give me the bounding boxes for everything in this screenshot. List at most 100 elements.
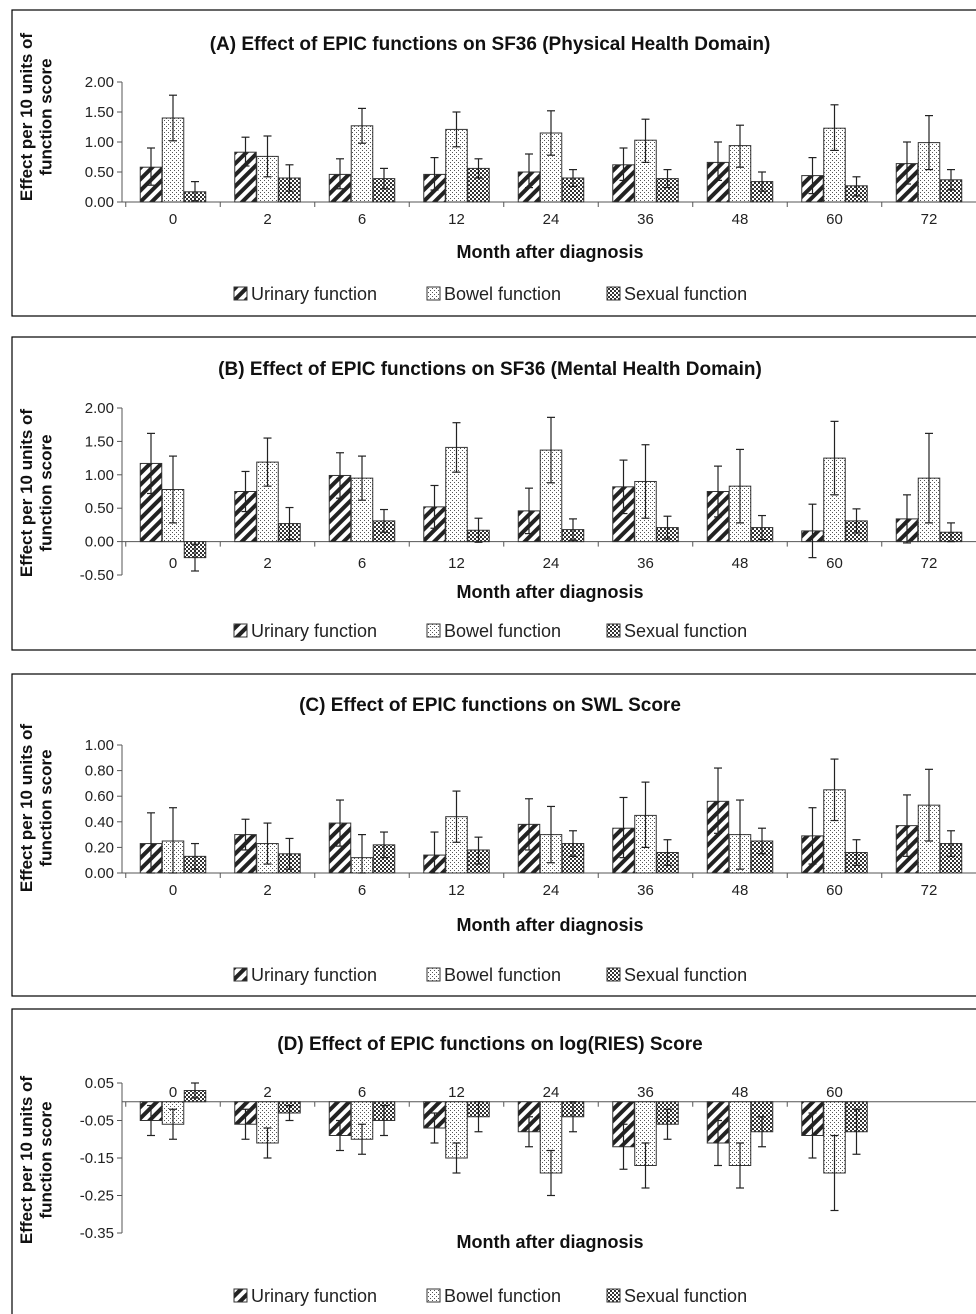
x-tick-label: 36 [637,211,654,228]
chart-panel: (C) Effect of EPIC functions on SWL Scor… [11,673,976,997]
x-tick-label: 12 [448,1084,465,1101]
x-tick-label: 2 [263,1084,271,1101]
chart-panel: (B) Effect of EPIC functions on SF36 (Me… [11,336,976,651]
legend-swatch-bowel [426,286,441,301]
chart-title: (C) Effect of EPIC functions on SWL Scor… [299,695,681,716]
y-tick-label: 0.50 [85,164,114,181]
y-tick-label: 1.50 [85,433,114,450]
y-axis-label: Effect per 10 units offunction score [17,724,56,892]
legend-swatch-bowel [426,967,441,982]
chart-panel: (D) Effect of EPIC functions on log(RIES… [11,1008,976,1314]
y-axis-label: Effect per 10 units offunction score [17,1076,56,1244]
x-tick-label: 0 [169,1084,177,1101]
legend-label-sexual: Sexual function [624,621,747,641]
panel-border [11,673,976,997]
x-tick-label: 12 [448,555,465,572]
legend-label-bowel: Bowel function [444,1286,561,1306]
y-tick-label: 0.00 [85,865,114,882]
y-tick-label: -0.50 [80,567,114,584]
x-tick-label: 36 [637,1084,654,1101]
chart-panels: (A) Effect of EPIC functions on SF36 (Ph… [11,9,976,1314]
y-tick-label: 0.00 [85,534,114,551]
y-tick-label: 1.00 [85,737,114,754]
x-tick-label: 60 [826,211,843,228]
y-tick-label: 1.00 [85,134,114,151]
legend-label-bowel: Bowel function [444,965,561,985]
y-tick-label: 0.20 [85,839,114,856]
legend-label-urinary: Urinary function [251,1286,377,1306]
x-tick-label: 24 [543,882,560,899]
legend-swatch-sexual [606,1288,621,1303]
y-tick-label: -0.05 [80,1113,114,1130]
y-tick-label: 1.00 [85,467,114,484]
x-tick-label: 24 [543,211,560,228]
x-tick-label: 6 [358,555,366,572]
y-tick-label: -0.25 [80,1188,114,1205]
chart-panel: (A) Effect of EPIC functions on SF36 (Ph… [11,9,976,317]
legend-swatch-urinary [233,967,248,982]
legend-label-urinary: Urinary function [251,284,377,304]
legend-swatch-urinary [233,623,248,638]
y-tick-label: 2.00 [85,400,114,417]
x-tick-label: 6 [358,1084,366,1101]
x-tick-label: 12 [448,211,465,228]
x-tick-label: 0 [169,211,177,228]
legend-swatch-sexual [606,623,621,638]
legend-swatch-urinary [233,1288,248,1303]
panel-border [11,1008,976,1314]
legend-swatch-bowel [426,623,441,638]
x-tick-label: 36 [637,555,654,572]
x-tick-label: 48 [732,555,749,572]
y-tick-label: 0.05 [85,1075,114,1092]
x-tick-label: 24 [543,555,560,572]
chart-title: (B) Effect of EPIC functions on SF36 (Me… [218,359,762,380]
x-tick-label: 0 [169,555,177,572]
x-tick-label: 72 [921,555,938,572]
legend-swatch-sexual [606,967,621,982]
x-tick-label: 6 [358,882,366,899]
x-axis-label: Month after diagnosis [456,915,643,935]
x-axis-label: Month after diagnosis [456,242,643,262]
x-tick-label: 2 [263,882,271,899]
legend-label-sexual: Sexual function [624,1286,747,1306]
legend-label-urinary: Urinary function [251,965,377,985]
legend-label-bowel: Bowel function [444,621,561,641]
x-tick-label: 60 [826,555,843,572]
chart-title: (D) Effect of EPIC functions on log(RIES… [277,1034,702,1055]
legend-swatch-sexual [606,286,621,301]
legend-label-urinary: Urinary function [251,621,377,641]
x-tick-label: 2 [263,555,271,572]
y-tick-label: 0.00 [85,194,114,211]
x-tick-label: 60 [826,1084,843,1101]
y-tick-label: 1.50 [85,104,114,121]
y-tick-label: -0.15 [80,1150,114,1167]
legend-swatch-urinary [233,286,248,301]
x-tick-label: 72 [921,211,938,228]
x-tick-label: 24 [543,1084,560,1101]
y-axis-label: Effect per 10 units offunction score [17,409,56,577]
y-tick-label: 2.00 [85,74,114,91]
legend-label-sexual: Sexual function [624,965,747,985]
x-tick-label: 0 [169,882,177,899]
y-tick-label: 0.50 [85,500,114,517]
x-tick-label: 48 [732,882,749,899]
legend-swatch-bowel [426,1288,441,1303]
y-tick-label: 0.80 [85,763,114,780]
y-tick-label: 0.60 [85,788,114,805]
legend-label-bowel: Bowel function [444,284,561,304]
x-tick-label: 72 [921,882,938,899]
y-tick-label: -0.35 [80,1225,114,1242]
y-tick-label: 0.40 [85,814,114,831]
x-tick-label: 12 [448,882,465,899]
panel-border [11,336,976,651]
x-axis-label: Month after diagnosis [456,582,643,602]
x-tick-label: 2 [263,211,271,228]
chart-title: (A) Effect of EPIC functions on SF36 (Ph… [210,34,771,55]
x-tick-label: 48 [732,1084,749,1101]
x-tick-label: 6 [358,211,366,228]
x-tick-label: 48 [732,211,749,228]
panel-border [11,9,976,317]
x-tick-label: 60 [826,882,843,899]
x-tick-label: 36 [637,882,654,899]
